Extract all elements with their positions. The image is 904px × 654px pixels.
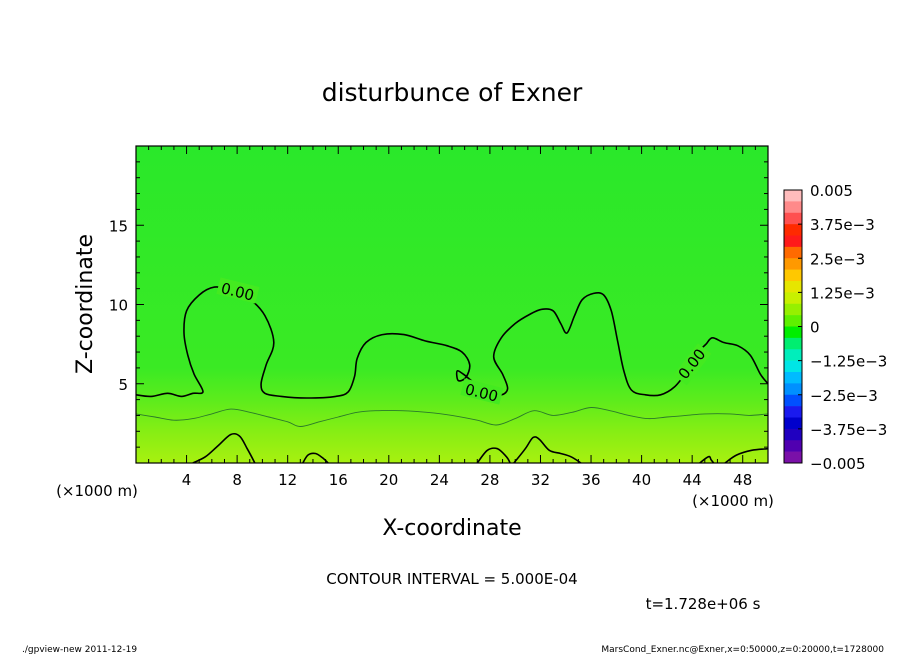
- x-tick-label: 12: [278, 471, 297, 489]
- x-tick-label: 40: [632, 471, 651, 489]
- colorbar-label: 2.5e−3: [810, 250, 865, 268]
- y-tick-label: 10: [109, 297, 128, 315]
- y-axis-ticks: 5 10 15: [109, 161, 768, 448]
- colorbar-swatch: [784, 258, 802, 270]
- x-axis-unit: (×1000 m): [692, 492, 774, 510]
- colorbar-swatch: [784, 406, 802, 418]
- chart-title: disturbunce of Exner: [322, 78, 583, 107]
- contour-line-bottom-2: [302, 452, 329, 463]
- colorbar-swatch: [784, 428, 802, 441]
- x-axis-label: X-coordinate: [382, 516, 521, 541]
- colorbar-swatch: [784, 269, 802, 282]
- colorbar-swatch: [784, 246, 802, 259]
- colorbar-swatch: [784, 235, 802, 248]
- colorbar-labels: 0.005 3.75e−3 2.5e−3 1.25e−3 0 −1.25e−3 −2.5e−…: [798, 182, 887, 473]
- colorbar-label: 0.005: [810, 182, 853, 200]
- x-tick-label: 48: [733, 471, 752, 489]
- contour-line-bottom-3: [476, 447, 511, 463]
- colorbar-swatch: [784, 360, 802, 373]
- colorbar-label: −0.005: [810, 455, 866, 473]
- colorbar-label: −1.25e−3: [810, 353, 887, 371]
- contour-line-bottom-4: [513, 436, 582, 463]
- colorbar-label: 3.75e−3: [810, 216, 875, 234]
- colorbar-swatch: [784, 281, 802, 293]
- colorbar-label: −2.5e−3: [810, 387, 878, 405]
- colorbar-label: 0: [810, 319, 820, 337]
- colorbar-swatch: [784, 440, 802, 452]
- x-tick-label: 32: [531, 471, 550, 489]
- colorbar-swatch: [784, 212, 802, 225]
- colorbar-swatch: [784, 292, 802, 305]
- colorbar-swatch: [784, 190, 802, 202]
- y-axis-unit: (×1000 m): [56, 482, 138, 500]
- colorbar-label: 1.25e−3: [810, 284, 875, 302]
- y-tick-label: 15: [109, 217, 128, 235]
- colorbar-label: −3.75e−3: [810, 421, 887, 439]
- colorbar-swatch: [784, 337, 802, 350]
- contour-line-lower: [136, 407, 768, 427]
- contour-interval-text: CONTOUR INTERVAL = 5.000E-04: [326, 570, 577, 588]
- colorbar-swatch: [784, 349, 802, 361]
- x-tick-label: 20: [379, 471, 398, 489]
- colorbar-swatch: [784, 451, 802, 464]
- colorbar-swatch: [784, 383, 802, 396]
- colorbar-swatch: [784, 201, 802, 214]
- time-text: t=1.728e+06 s: [646, 595, 761, 613]
- footer-right: MarsCond_Exner.nc@Exner,x=0:50000,z=0:20…: [601, 645, 884, 654]
- colorbar-swatch: [784, 315, 802, 327]
- x-tick-label: 36: [581, 471, 600, 489]
- colorbar-swatch: [784, 224, 802, 236]
- y-axis-label: Z-coordinate: [73, 234, 98, 374]
- colorbar-swatch: [784, 372, 802, 384]
- x-tick-label: 24: [430, 471, 449, 489]
- x-tick-label: 28: [480, 471, 499, 489]
- x-tick-label: 44: [683, 471, 702, 489]
- contour-line-bottom-1: [192, 432, 256, 463]
- x-tick-label: 4: [182, 471, 192, 489]
- x-tick-label: 8: [232, 471, 242, 489]
- x-tick-label: 16: [329, 471, 348, 489]
- x-axis-ticks: 4 8 12 16 20 24 28 32 36 40 44 48: [148, 146, 756, 489]
- colorbar-swatch: [784, 394, 802, 407]
- footer-left: ./gpview-new 2011-12-19: [22, 645, 137, 654]
- colorbar-swatch: [784, 303, 802, 316]
- colorbar-swatch: [784, 417, 802, 430]
- y-tick-label: 5: [118, 376, 128, 394]
- contour-line-bottom-5: [699, 455, 715, 463]
- colorbar-swatch: [784, 326, 802, 339]
